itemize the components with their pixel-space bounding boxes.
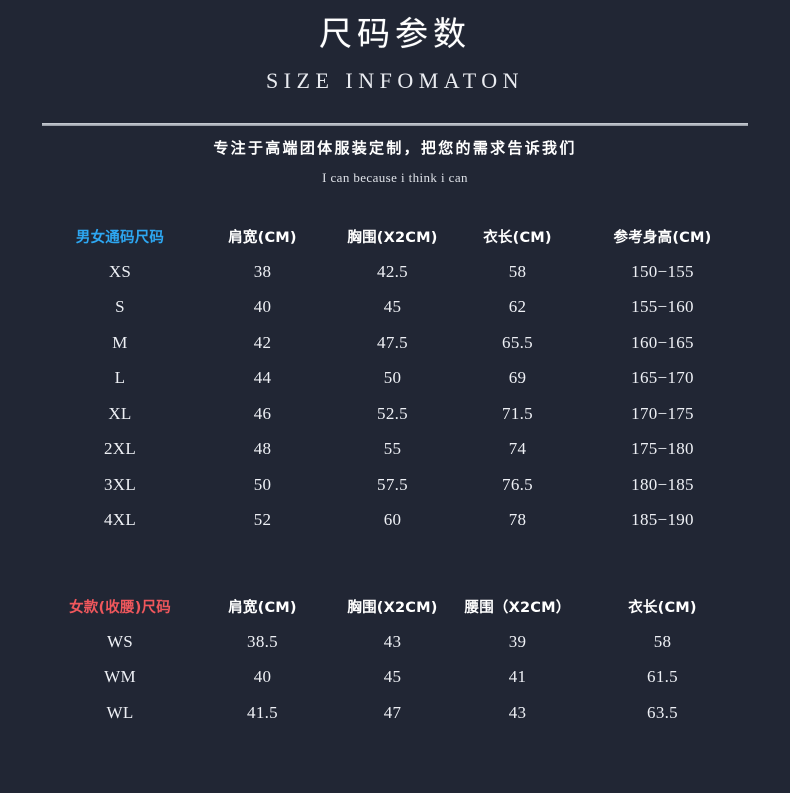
- cell-length: 71.5: [502, 403, 533, 423]
- cell-length: 69: [508, 368, 527, 388]
- table-row: M 42 47.5 65.5 160−165: [45, 325, 745, 361]
- table-row: 3XL 50 57.5 76.5 180−185: [45, 467, 745, 503]
- cell-length: 58: [653, 631, 672, 651]
- table-row: WL 41.5 47 43 63.5: [45, 695, 745, 731]
- cell-size: WM: [104, 667, 136, 687]
- cell-shoulder: 46: [253, 403, 272, 423]
- table-row: 2XL 48 55 74 175−180: [45, 432, 745, 468]
- cell-chest: 60: [383, 510, 402, 530]
- column-header-shoulder: 肩宽(CM): [228, 229, 297, 246]
- cell-length: 74: [508, 439, 527, 459]
- cell-height: 170−175: [631, 403, 694, 423]
- cell-chest: 43: [383, 631, 402, 651]
- cell-shoulder: 41.5: [247, 702, 278, 722]
- column-header-waist: 腰围（X2CM）: [464, 599, 571, 616]
- column-header-length: 衣长(CM): [628, 599, 697, 616]
- column-header-chest: 胸围(X2CM): [347, 599, 438, 616]
- cell-chest: 52.5: [377, 403, 408, 423]
- header-divider: [42, 123, 748, 126]
- cell-length: 58: [508, 261, 527, 281]
- cell-length: 78: [508, 510, 527, 530]
- cell-length: 76.5: [502, 474, 533, 494]
- cell-chest: 50: [383, 368, 402, 388]
- tagline-english: I can because i think i can: [322, 170, 468, 185]
- cell-size: XL: [108, 403, 132, 423]
- table-header-row: 男女通码尺码 肩宽(CM) 胸围(X2CM) 衣长(CM) 参考身高(CM): [45, 218, 745, 254]
- cell-height: 180−185: [631, 474, 694, 494]
- column-header-size-key: 男女通码尺码: [75, 229, 165, 246]
- cell-height: 150−155: [631, 261, 694, 281]
- cell-shoulder: 42: [253, 332, 272, 352]
- cell-size: S: [115, 297, 125, 317]
- cell-shoulder: 44: [253, 368, 272, 388]
- cell-height: 155−160: [631, 297, 694, 317]
- cell-shoulder: 52: [253, 510, 272, 530]
- cell-size: 2XL: [103, 439, 137, 459]
- cell-shoulder: 50: [253, 474, 272, 494]
- cell-waist: 39: [508, 631, 527, 651]
- cell-length: 61.5: [647, 667, 678, 687]
- unisex-size-table: 男女通码尺码 肩宽(CM) 胸围(X2CM) 衣长(CM) 参考身高(CM) X…: [45, 218, 745, 538]
- tagline-block: 专注于高端团体服装定制，把您的需求告诉我们 I can because i th…: [0, 137, 790, 188]
- cell-chest: 45: [383, 297, 402, 317]
- page-title: 尺码参数: [319, 14, 471, 53]
- table-row: L 44 50 69 165−170: [45, 361, 745, 397]
- cell-size: 4XL: [103, 510, 137, 530]
- cell-chest: 42.5: [377, 261, 408, 281]
- column-header-length: 衣长(CM): [483, 229, 552, 246]
- page-header: 尺码参数 SIZE INFOMATON: [0, 0, 790, 96]
- cell-height: 160−165: [631, 332, 694, 352]
- table-row: XL 46 52.5 71.5 170−175: [45, 396, 745, 432]
- cell-size: XS: [108, 261, 132, 281]
- cell-height: 175−180: [631, 439, 694, 459]
- cell-chest: 47: [383, 702, 402, 722]
- column-header-shoulder: 肩宽(CM): [228, 599, 297, 616]
- table-row: WM 40 45 41 61.5: [45, 660, 745, 696]
- cell-chest: 45: [383, 667, 402, 687]
- cell-height: 165−170: [631, 368, 694, 388]
- page-subtitle-english: SIZE INFOMATON: [265, 68, 525, 93]
- table-row: WS 38.5 43 39 58: [45, 624, 745, 660]
- cell-shoulder: 38.5: [247, 631, 278, 651]
- column-header-size-key: 女款(收腰)尺码: [69, 599, 171, 616]
- column-header-chest: 胸围(X2CM): [347, 229, 438, 246]
- cell-shoulder: 38: [253, 261, 272, 281]
- womens-size-table: 女款(收腰)尺码 肩宽(CM) 胸围(X2CM) 腰围（X2CM） 衣长(CM)…: [45, 588, 745, 731]
- cell-shoulder: 48: [253, 439, 272, 459]
- cell-waist: 43: [508, 702, 527, 722]
- tagline-chinese: 专注于高端团体服装定制，把您的需求告诉我们: [213, 139, 577, 157]
- cell-size: WL: [106, 702, 134, 722]
- cell-length: 63.5: [647, 702, 678, 722]
- cell-chest: 55: [383, 439, 402, 459]
- cell-chest: 47.5: [377, 332, 408, 352]
- unisex-size-table-block: 男女通码尺码 肩宽(CM) 胸围(X2CM) 衣长(CM) 参考身高(CM) X…: [0, 218, 790, 538]
- cell-size: M: [112, 332, 128, 352]
- cell-waist: 41: [508, 667, 527, 687]
- cell-size: L: [114, 368, 126, 388]
- cell-chest: 57.5: [377, 474, 408, 494]
- table-row: 4XL 52 60 78 185−190: [45, 503, 745, 539]
- womens-size-table-block: 女款(收腰)尺码 肩宽(CM) 胸围(X2CM) 腰围（X2CM） 衣长(CM)…: [0, 588, 790, 731]
- cell-shoulder: 40: [253, 297, 272, 317]
- cell-length: 62: [508, 297, 527, 317]
- cell-size: 3XL: [103, 474, 137, 494]
- cell-shoulder: 40: [253, 667, 272, 687]
- cell-size: WS: [106, 631, 134, 651]
- column-header-height: 参考身高(CM): [613, 229, 712, 246]
- cell-length: 65.5: [502, 332, 533, 352]
- table-header-row: 女款(收腰)尺码 肩宽(CM) 胸围(X2CM) 腰围（X2CM） 衣长(CM): [45, 588, 745, 624]
- table-row: XS 38 42.5 58 150−155: [45, 254, 745, 290]
- table-row: S 40 45 62 155−160: [45, 290, 745, 326]
- cell-height: 185−190: [631, 510, 694, 530]
